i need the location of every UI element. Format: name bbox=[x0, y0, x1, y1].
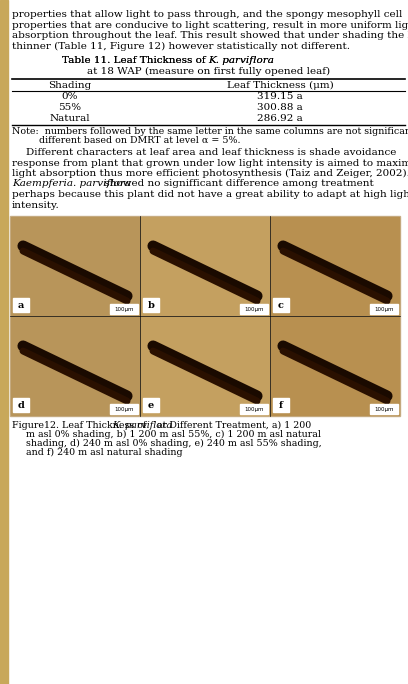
Text: Table 11. Leaf Thickness of: Table 11. Leaf Thickness of bbox=[62, 56, 208, 65]
Text: 55%: 55% bbox=[58, 103, 82, 112]
Text: response from plant that grown under low light intensity is aimed to maximize: response from plant that grown under low… bbox=[12, 159, 408, 168]
Text: 100μm: 100μm bbox=[114, 406, 134, 412]
Bar bbox=[13, 298, 29, 312]
Bar bbox=[143, 298, 159, 312]
Bar bbox=[11, 317, 139, 415]
Text: properties that are conducive to light scattering, result in more uniform light: properties that are conducive to light s… bbox=[12, 21, 408, 29]
Bar bbox=[271, 217, 399, 315]
Text: shading, d) 240 m asl 0% shading, e) 240 m asl 55% shading,: shading, d) 240 m asl 0% shading, e) 240… bbox=[26, 439, 322, 448]
Bar bbox=[110, 404, 138, 414]
Text: at 18 WAP (measure on first fully opened leaf): at 18 WAP (measure on first fully opened… bbox=[87, 66, 330, 76]
Text: Leaf Thickness (μm): Leaf Thickness (μm) bbox=[226, 81, 333, 90]
Text: intensity.: intensity. bbox=[12, 200, 60, 209]
Bar bbox=[370, 404, 398, 414]
Text: 319.15 a: 319.15 a bbox=[257, 92, 303, 101]
Text: d: d bbox=[18, 401, 24, 410]
Bar bbox=[240, 304, 268, 314]
Bar bbox=[141, 317, 269, 415]
Text: K. parviflora: K. parviflora bbox=[112, 421, 172, 430]
Text: different based on DMRT at level α = 5%.: different based on DMRT at level α = 5%. bbox=[12, 136, 240, 145]
Text: thinner (Table 11, Figure 12) however statistically not different.: thinner (Table 11, Figure 12) however st… bbox=[12, 42, 350, 51]
Bar bbox=[141, 217, 269, 315]
Bar bbox=[240, 404, 268, 414]
Text: showed no signifficant difference among treatment: showed no signifficant difference among … bbox=[101, 179, 374, 189]
Bar bbox=[271, 317, 399, 415]
Text: properties that allow light to pass through, and the spongy mesophyll cell: properties that allow light to pass thro… bbox=[12, 10, 402, 19]
Text: absorption throughout the leaf. This result showed that under shading the leaf i: absorption throughout the leaf. This res… bbox=[12, 31, 408, 40]
Text: 100μm: 100μm bbox=[114, 306, 134, 311]
Text: Natural: Natural bbox=[50, 114, 90, 123]
Text: a: a bbox=[18, 300, 24, 309]
Text: 100μm: 100μm bbox=[374, 406, 394, 412]
Text: e: e bbox=[148, 401, 154, 410]
Bar bbox=[370, 304, 398, 314]
Bar bbox=[0, 0, 8, 684]
Text: K. parviflora: K. parviflora bbox=[208, 56, 274, 65]
Text: Shading: Shading bbox=[49, 81, 92, 90]
Text: Kaempferia. parviflora: Kaempferia. parviflora bbox=[12, 179, 131, 189]
Text: 300.88 a: 300.88 a bbox=[257, 103, 303, 112]
Text: Table 11. Leaf Thickness of: Table 11. Leaf Thickness of bbox=[62, 56, 208, 65]
Text: b: b bbox=[148, 300, 155, 309]
Text: 0%: 0% bbox=[62, 92, 78, 101]
Text: c: c bbox=[278, 300, 284, 309]
Text: 286.92 a: 286.92 a bbox=[257, 114, 303, 123]
Text: Note:  numbers followed by the same letter in the same columns are not significa: Note: numbers followed by the same lette… bbox=[12, 127, 408, 136]
Bar bbox=[273, 298, 289, 312]
Bar bbox=[10, 216, 400, 416]
Text: 100μm: 100μm bbox=[244, 306, 264, 311]
Text: 100μm: 100μm bbox=[374, 306, 394, 311]
Bar bbox=[110, 304, 138, 314]
Bar bbox=[13, 398, 29, 412]
Text: 100μm: 100μm bbox=[244, 406, 264, 412]
Text: Figure12. Leaf Thickness of: Figure12. Leaf Thickness of bbox=[12, 421, 149, 430]
Text: light absorption thus more efficient photosynthesis (Taiz and Zeiger, 2002).: light absorption thus more efficient pho… bbox=[12, 169, 408, 178]
Text: and f) 240 m asl natural shading: and f) 240 m asl natural shading bbox=[26, 448, 183, 457]
Bar bbox=[11, 217, 139, 315]
Text: Different characters at leaf area and leaf thickness is shade avoidance: Different characters at leaf area and le… bbox=[26, 148, 397, 157]
Text: m asl 0% shading, b) 1 200 m asl 55%, c) 1 200 m asl natural: m asl 0% shading, b) 1 200 m asl 55%, c)… bbox=[26, 430, 321, 439]
Text: f: f bbox=[279, 401, 283, 410]
Bar bbox=[143, 398, 159, 412]
Text: at Different Treatment, a) 1 200: at Different Treatment, a) 1 200 bbox=[154, 421, 311, 430]
Text: perhaps because this plant did not have a great ability to adapt at high light: perhaps because this plant did not have … bbox=[12, 190, 408, 199]
Bar bbox=[273, 398, 289, 412]
Text: K. parviflora: K. parviflora bbox=[208, 56, 274, 65]
